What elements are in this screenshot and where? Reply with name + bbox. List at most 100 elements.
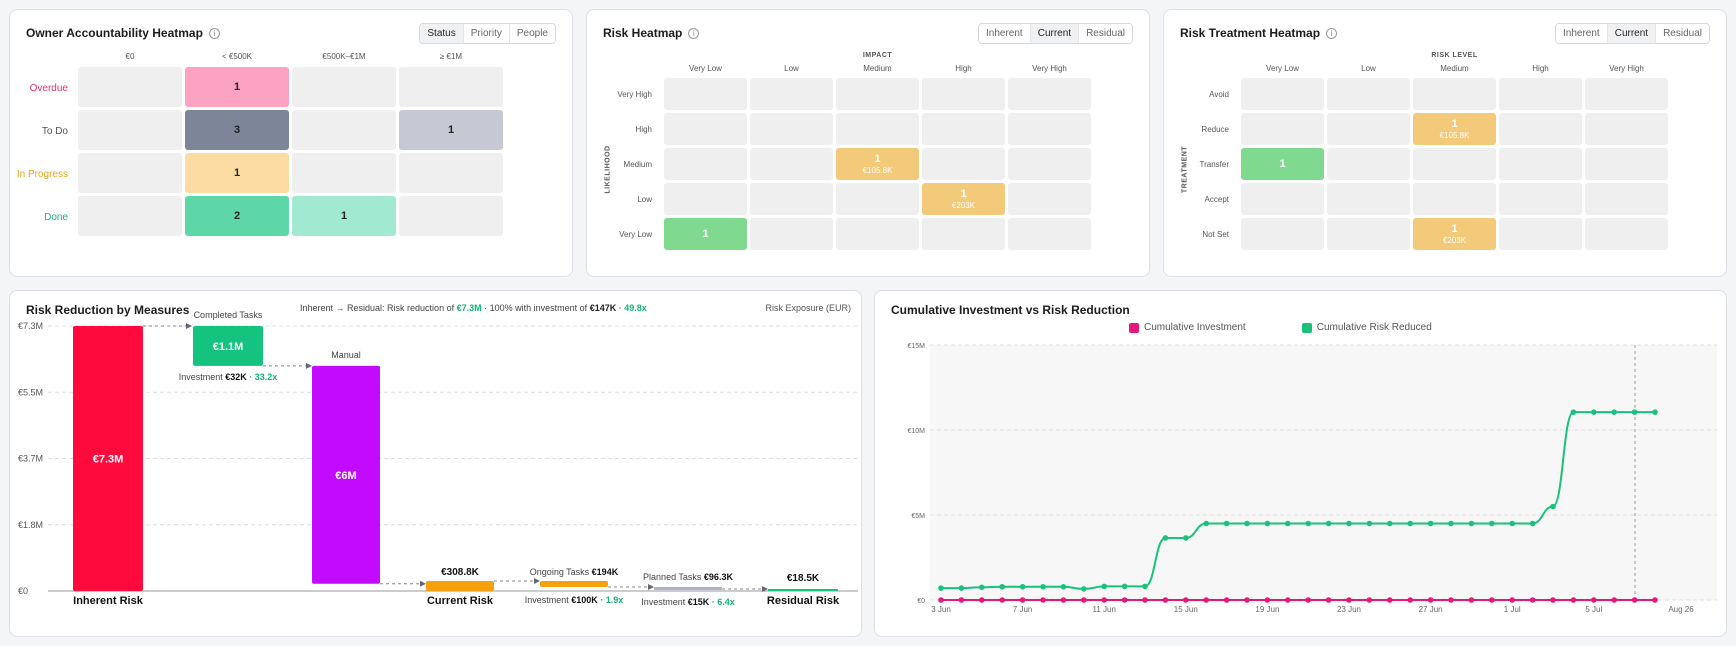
point-risk-reduced[interactable] — [979, 584, 985, 591]
point-investment[interactable] — [1142, 597, 1148, 603]
point-risk-reduced[interactable] — [1223, 520, 1230, 527]
point-investment[interactable] — [1529, 597, 1536, 603]
point-investment[interactable] — [1509, 597, 1515, 603]
point-risk-reduced[interactable] — [1162, 535, 1169, 541]
heatmap-cell[interactable]: 1 — [664, 218, 747, 250]
heatmap-cell[interactable]: 1 — [1241, 148, 1324, 180]
tab-current[interactable]: Current — [1029, 24, 1079, 43]
heatmap-cell[interactable]: 2 — [185, 196, 289, 236]
point-investment[interactable] — [1223, 597, 1230, 603]
tab-current[interactable]: Current — [1606, 24, 1656, 43]
point-risk-reduced[interactable] — [1631, 409, 1638, 415]
point-risk-reduced[interactable] — [1387, 520, 1393, 527]
point-risk-reduced[interactable] — [1142, 583, 1148, 590]
point-investment[interactable] — [1631, 597, 1638, 603]
point-investment[interactable] — [1448, 597, 1454, 603]
point-investment[interactable] — [1591, 597, 1597, 603]
point-risk-reduced[interactable] — [1489, 520, 1495, 527]
heatmap-cell[interactable]: 1 €203K — [1413, 218, 1496, 250]
point-investment[interactable] — [1244, 597, 1250, 603]
point-risk-reduced[interactable] — [1407, 520, 1413, 527]
point-investment[interactable] — [979, 597, 985, 603]
point-investment[interactable] — [999, 597, 1005, 603]
legend-item-investment[interactable]: Cumulative Investment — [1129, 322, 1246, 333]
point-risk-reduced[interactable] — [1448, 520, 1454, 527]
bar-ongoing-tasks[interactable] — [540, 581, 608, 587]
point-risk-reduced[interactable] — [1427, 520, 1434, 527]
point-risk-reduced[interactable] — [1244, 520, 1250, 527]
point-investment[interactable] — [1468, 597, 1475, 603]
point-risk-reduced[interactable] — [1101, 583, 1107, 590]
point-investment[interactable] — [1264, 597, 1271, 603]
point-risk-reduced[interactable] — [1611, 409, 1617, 415]
point-risk-reduced[interactable] — [1468, 520, 1475, 527]
tab-inherent[interactable]: Inherent — [1556, 24, 1607, 43]
bar-inherent-risk[interactable] — [73, 326, 143, 591]
tab-residual[interactable]: Residual — [1655, 24, 1709, 43]
point-risk-reduced[interactable] — [999, 583, 1005, 590]
point-investment[interactable] — [938, 597, 944, 603]
heatmap-cell[interactable]: 1 €203K — [922, 183, 1005, 215]
point-investment[interactable] — [1652, 597, 1658, 603]
bar-planned-tasks[interactable] — [654, 587, 722, 590]
tab-inherent[interactable]: Inherent — [979, 24, 1030, 43]
point-risk-reduced[interactable] — [1183, 535, 1189, 541]
point-risk-reduced[interactable] — [1040, 583, 1046, 590]
bar-residual-risk[interactable] — [768, 589, 838, 591]
point-risk-reduced[interactable] — [1019, 583, 1026, 590]
bar-manual[interactable] — [312, 365, 380, 584]
point-investment[interactable] — [1305, 597, 1311, 603]
info-icon[interactable]: i — [208, 27, 220, 39]
point-investment[interactable] — [1611, 597, 1617, 603]
point-risk-reduced[interactable] — [1121, 583, 1128, 590]
point-investment[interactable] — [1570, 597, 1577, 603]
legend-item-risk-reduced[interactable]: Cumulative Risk Reduced — [1301, 322, 1432, 333]
point-investment[interactable] — [1121, 597, 1128, 603]
point-investment[interactable] — [1366, 597, 1373, 603]
heatmap-cell[interactable]: 1 — [185, 67, 289, 107]
point-risk-reduced[interactable] — [1285, 520, 1291, 527]
point-investment[interactable] — [1427, 597, 1434, 603]
point-risk-reduced[interactable] — [1081, 586, 1087, 592]
point-investment[interactable] — [1285, 597, 1291, 603]
tab-priority[interactable]: Priority — [462, 24, 509, 43]
info-icon[interactable]: i — [688, 27, 700, 39]
tab-people[interactable]: People — [508, 24, 555, 43]
point-investment[interactable] — [1101, 597, 1107, 603]
point-risk-reduced[interactable] — [1203, 520, 1209, 527]
point-risk-reduced[interactable] — [1264, 520, 1271, 527]
point-risk-reduced[interactable] — [1060, 583, 1067, 590]
heatmap-cell[interactable]: 1 — [292, 196, 396, 236]
point-investment[interactable] — [1325, 597, 1332, 603]
point-investment[interactable] — [1060, 597, 1067, 603]
heatmap-cell[interactable]: 1 €105.8K — [1413, 113, 1496, 145]
point-investment[interactable] — [1162, 597, 1169, 603]
point-investment[interactable] — [1019, 597, 1026, 603]
point-risk-reduced[interactable] — [938, 585, 944, 591]
point-investment[interactable] — [1203, 597, 1209, 603]
point-risk-reduced[interactable] — [1652, 409, 1658, 415]
point-risk-reduced[interactable] — [1509, 520, 1515, 527]
heatmap-cell[interactable]: 1 — [399, 110, 503, 150]
point-investment[interactable] — [1346, 597, 1352, 603]
point-risk-reduced[interactable] — [1366, 520, 1373, 527]
point-risk-reduced[interactable] — [958, 585, 965, 591]
tab-status[interactable]: Status — [420, 24, 463, 43]
bar-current-risk[interactable] — [426, 581, 494, 591]
tab-residual[interactable]: Residual — [1078, 24, 1132, 43]
point-investment[interactable] — [1040, 597, 1046, 603]
point-investment[interactable] — [1489, 597, 1495, 603]
point-investment[interactable] — [1407, 597, 1413, 603]
info-icon[interactable]: i — [1326, 27, 1338, 39]
point-risk-reduced[interactable] — [1305, 520, 1311, 527]
point-investment[interactable] — [1183, 597, 1189, 603]
heatmap-cell[interactable]: 3 — [185, 110, 289, 150]
point-risk-reduced[interactable] — [1325, 520, 1332, 527]
point-risk-reduced[interactable] — [1346, 520, 1352, 527]
point-risk-reduced[interactable] — [1550, 503, 1556, 510]
heatmap-cell[interactable]: 1 — [185, 153, 289, 193]
point-risk-reduced[interactable] — [1570, 409, 1577, 415]
heatmap-cell[interactable]: 1 €105.8K — [836, 148, 919, 180]
bar-completed-tasks[interactable] — [193, 326, 263, 366]
point-investment[interactable] — [1387, 597, 1393, 603]
